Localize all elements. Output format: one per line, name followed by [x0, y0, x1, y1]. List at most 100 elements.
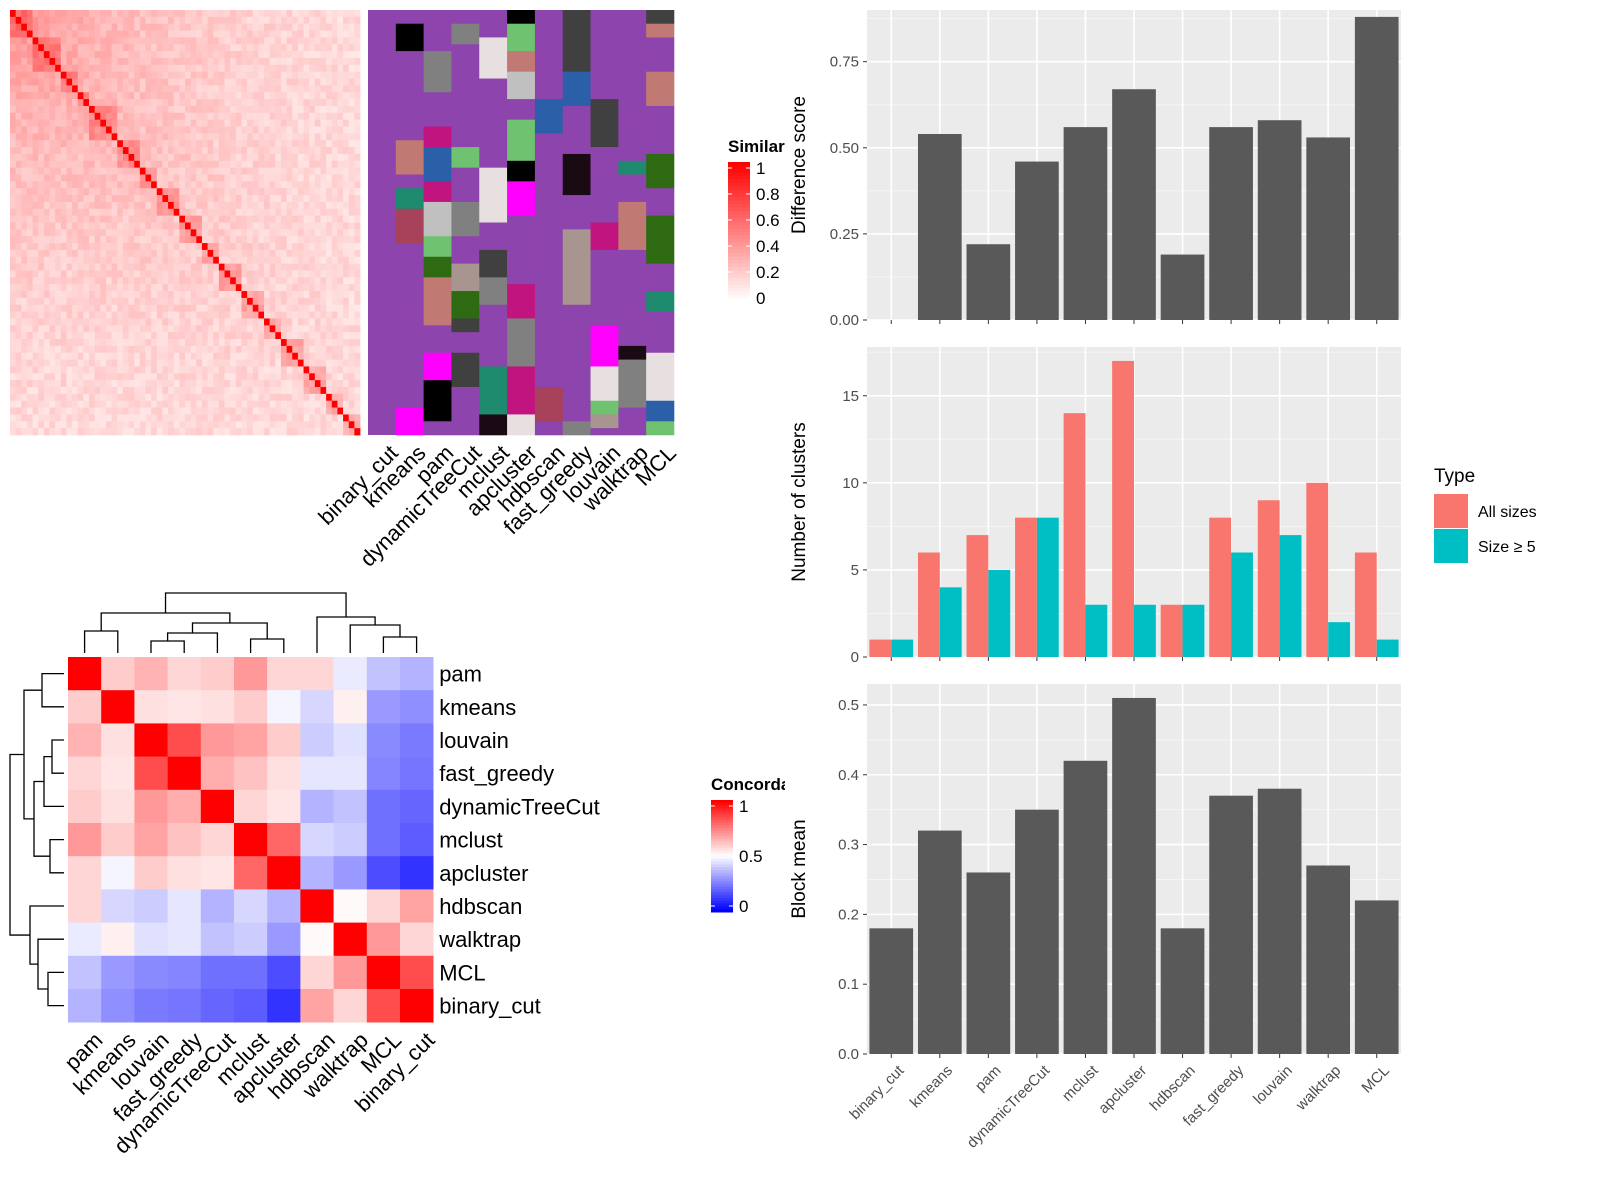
similarity-cell: [326, 85, 333, 93]
similarity-cell: [105, 126, 113, 134]
similarity-cell: [230, 181, 237, 189]
similarity-cell: [83, 174, 90, 182]
similarity-cell: [111, 366, 118, 374]
similarity-cell: [38, 10, 45, 18]
similarity-cell: [168, 380, 175, 388]
similarity-cell: [252, 99, 259, 107]
similarity-cell: [168, 174, 175, 182]
similarity-cell: [111, 126, 118, 134]
similarity-cell: [134, 332, 141, 340]
similarity-cell: [94, 37, 101, 45]
similarity-cell: [247, 201, 254, 210]
similarity-cell: [286, 201, 293, 210]
similarity-cell: [230, 297, 237, 306]
dendrogram-branch: [382, 636, 418, 653]
similarity-cell: [207, 222, 214, 230]
similarity-cell: [235, 339, 242, 347]
similarity-cell: [320, 222, 327, 230]
similarity-cell: [303, 51, 310, 59]
similarity-cell: [83, 71, 90, 79]
similarity-cell: [128, 414, 135, 422]
concordance-legend-swatch: [711, 814, 733, 818]
similarity-cell: [26, 167, 33, 175]
similarity-cell: [100, 352, 107, 360]
similarity-cell: [185, 243, 192, 251]
similarity-cell: [55, 222, 62, 230]
similarity-cell: [207, 393, 214, 402]
similarity-cell: [49, 208, 56, 217]
similarity-cell: [297, 201, 304, 210]
similarity-cell: [156, 222, 163, 230]
similarity-cell: [230, 16, 237, 25]
similarity-cell: [354, 188, 361, 196]
similarity-cell: [235, 414, 242, 422]
similarity-cell: [331, 345, 338, 354]
concordance-legend-swatch: [711, 833, 733, 837]
similarity-cell: [179, 119, 186, 127]
similarity-cell: [168, 208, 175, 217]
similarity-cell: [235, 325, 242, 333]
similarity-cell: [173, 428, 180, 436]
similarity-cell: [145, 140, 152, 148]
similarity-cell: [269, 99, 276, 107]
similarity-cell: [303, 249, 310, 258]
similarity-cell: [179, 44, 186, 52]
similarity-cell: [207, 181, 214, 189]
similarity-cell: [343, 407, 350, 415]
similarity-cell: [55, 297, 62, 306]
similarity-cell: [32, 318, 39, 326]
similarity-cell: [190, 133, 197, 141]
similarity-cell: [60, 352, 67, 360]
similarity-cell: [218, 30, 225, 38]
similarity-cell: [224, 222, 231, 230]
similarity-cell: [292, 380, 299, 388]
similarity-cell: [213, 174, 220, 182]
partition-cell: [507, 71, 536, 100]
similarity-cell: [162, 37, 169, 45]
similarity-cell: [32, 393, 39, 402]
similarity-cell: [94, 380, 101, 388]
similarity-cell: [139, 284, 146, 292]
similarity-cell: [77, 345, 84, 354]
similarity-cell: [269, 407, 276, 415]
concordance-cell: [134, 789, 168, 824]
concordance-cell: [267, 922, 301, 957]
similarity-cell: [303, 270, 310, 278]
similarity-cell: [77, 64, 84, 73]
similarity-cell: [179, 188, 186, 196]
similarity-cell: [320, 16, 327, 25]
similarity-cell: [269, 414, 276, 422]
similarity-cell: [269, 229, 276, 237]
similarity-cell: [235, 407, 242, 415]
similarity-cell: [201, 249, 208, 258]
concordance-cell: [167, 823, 202, 857]
similarity-cell: [122, 85, 129, 93]
similarity-cell: [128, 23, 135, 31]
similarity-cell: [292, 256, 299, 265]
similarity-cell: [49, 236, 56, 244]
similarity-cell: [269, 256, 276, 265]
similarity-cell: [264, 359, 271, 367]
partition-cell: [562, 71, 591, 107]
similarity-cell: [275, 44, 282, 52]
concordance-cell: [101, 922, 135, 957]
similarity-cell: [196, 133, 203, 141]
similarity-cell: [83, 380, 90, 388]
similarity-cell: [258, 44, 265, 52]
similarity-cell: [179, 92, 186, 100]
similarity-cell: [185, 37, 192, 45]
similarity-cell: [320, 270, 327, 278]
similarity-cell: [139, 345, 146, 354]
similarity-cell: [49, 229, 56, 237]
similarity-cell: [60, 208, 67, 217]
similarity-cell: [320, 387, 327, 395]
similarity-cell: [10, 414, 17, 422]
similarity-cell: [201, 387, 208, 395]
similarity-cell: [77, 407, 84, 415]
similarity-cell: [286, 291, 293, 299]
partition-cell: [562, 10, 591, 25]
similarity-cell: [151, 421, 158, 429]
concordance-cell: [134, 690, 168, 724]
concordance-legend-swatch: [711, 875, 733, 879]
similarity-cell: [320, 126, 327, 134]
